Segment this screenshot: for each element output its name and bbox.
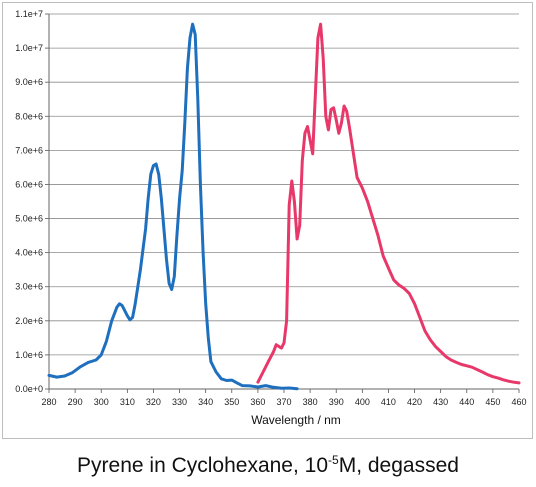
y-tick-label: 3.0e+6 xyxy=(15,282,43,292)
series-line-1 xyxy=(47,22,299,391)
x-tick-labels: 280 290 300 310 320 330 340 350 360 370 380 390 400 4… xyxy=(41,397,526,407)
y-tick-label: 0.0e+0 xyxy=(15,384,43,394)
y-tick-label: 1.0e+7 xyxy=(15,43,43,53)
caption-text-end: M, degassed xyxy=(338,454,459,477)
y-tick-label: 6.0e+6 xyxy=(15,179,43,189)
y-tick-label: 9.0e+6 xyxy=(15,77,43,87)
y-tick-label: 7.0e+6 xyxy=(15,145,43,155)
x-tick-label: 280 xyxy=(41,397,56,407)
x-tick-label: 320 xyxy=(146,397,161,407)
x-tick-label: 310 xyxy=(120,397,135,407)
x-tick-label: 360 xyxy=(250,397,265,407)
x-tick-label: 440 xyxy=(459,397,474,407)
y-tick-label: 4.0e+6 xyxy=(15,248,43,258)
figure-caption: Pyrene in Cyclohexane, 10-5M, degassed xyxy=(0,453,536,478)
x-tick-label: 370 xyxy=(276,397,291,407)
x-tick-label: 300 xyxy=(94,397,109,407)
x-tick-label: 410 xyxy=(381,397,396,407)
y-tick-label: 8.0e+6 xyxy=(15,111,43,121)
x-tick-label: 390 xyxy=(329,397,344,407)
x-tick-label: 350 xyxy=(224,397,239,407)
x-tick-label: 430 xyxy=(433,397,448,407)
y-tick-label: 2.0e+6 xyxy=(15,316,43,326)
y-tick-label: 1.0e+6 xyxy=(15,350,43,360)
line-chart: 0.0e+0 1.0e+6 2.0e+6 3.0e+6 4.0e+6 5.0e+6 6.0e… xyxy=(15,9,526,427)
x-tick-label: 330 xyxy=(172,397,187,407)
x-tick-label: 450 xyxy=(485,397,500,407)
x-tick-label: 290 xyxy=(68,397,83,407)
caption-exponent: -5 xyxy=(328,453,339,467)
x-axis-title: Wavelength / nm xyxy=(251,413,341,427)
chart-frame: 0.0e+0 1.0e+6 2.0e+6 3.0e+6 4.0e+6 5.0e+6 6.0e… xyxy=(2,2,533,439)
x-tick-label: 400 xyxy=(355,397,370,407)
gridlines xyxy=(49,13,519,356)
y-tick-label: 1.1e+7 xyxy=(15,9,43,19)
x-tick-label: 420 xyxy=(407,397,422,407)
series-line-2 xyxy=(256,22,521,385)
x-tick-label: 460 xyxy=(511,397,526,407)
series xyxy=(47,22,521,391)
y-tick-label: 5.0e+6 xyxy=(15,214,43,224)
x-tick-label: 340 xyxy=(198,397,213,407)
caption-text: Pyrene in Cyclohexane, 10 xyxy=(77,454,329,477)
axes xyxy=(45,13,520,393)
x-tick-label: 380 xyxy=(303,397,318,407)
y-tick-labels: 0.0e+0 1.0e+6 2.0e+6 3.0e+6 4.0e+6 5.0e+6 6.0e… xyxy=(15,9,43,394)
